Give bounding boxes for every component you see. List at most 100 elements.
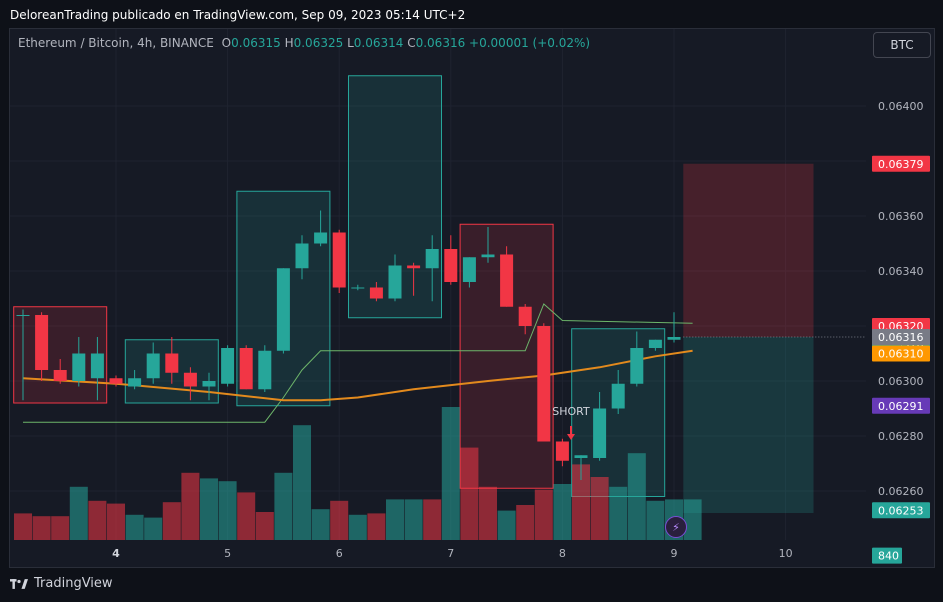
volume-bar: [255, 512, 274, 540]
volume-bar: [330, 500, 349, 540]
volume-bar: [162, 502, 181, 540]
price-tag-label: 0.06316: [878, 331, 924, 344]
candle-body: [574, 455, 588, 458]
candle-body: [500, 254, 514, 307]
volume-bar: [404, 499, 423, 540]
legend-low: 0.06314: [353, 36, 404, 50]
volume-bar: [144, 517, 163, 540]
volume-bars: [14, 407, 702, 540]
volume-bar: [125, 514, 144, 540]
volume-bar: [423, 499, 442, 540]
volume-bar: [367, 513, 386, 540]
candle-body: [16, 315, 30, 316]
candle-body: [72, 353, 86, 381]
candle-body: [481, 254, 495, 258]
candle-body: [388, 265, 402, 299]
time-axis: 4 5 6 7 8 9 10: [112, 547, 792, 560]
volume-bar: [69, 486, 88, 540]
tradingview-brand[interactable]: TradingView: [10, 576, 113, 591]
legend-low-label: L: [347, 36, 354, 50]
time-tick-label: 6: [336, 547, 343, 560]
signal-label: SHORT: [552, 405, 590, 418]
candle-body: [462, 257, 476, 282]
volume-bar: [609, 486, 628, 540]
candle-body: [593, 408, 607, 458]
volume-bar: [646, 500, 665, 540]
volume-bar: [14, 513, 32, 540]
candle-body: [276, 268, 290, 351]
volume-bar: [460, 447, 479, 540]
indicator-lines: [22, 303, 693, 423]
volume-bar: [516, 505, 535, 540]
volume-bar: [107, 503, 125, 540]
volume-bar: [293, 425, 311, 540]
tradingview-logo-icon: [10, 578, 28, 589]
volume-bar: [441, 407, 460, 540]
price-tag-bg: [872, 329, 930, 345]
volume-bar: [627, 453, 646, 540]
candle-body: [444, 249, 458, 282]
ohlc-legend: Ethereum / Bitcoin, 4h, BINANCE O0.06315…: [18, 36, 590, 50]
volume-bar: [51, 516, 70, 540]
price-tag-label: 0.06310: [878, 348, 924, 361]
candle-body: [202, 381, 216, 387]
currency-selector[interactable]: BTC: [873, 32, 931, 58]
price-tag-label: 840: [878, 550, 899, 563]
volume-bar: [218, 481, 237, 540]
candle-body: [35, 315, 49, 370]
volume-bar: [386, 499, 404, 540]
time-tick-label: 10: [779, 547, 793, 560]
candle-body: [128, 378, 142, 387]
time-tick-label: 4: [112, 547, 120, 560]
candle-body: [332, 232, 346, 288]
candle-body: [537, 326, 551, 442]
price-tag-bg: [872, 502, 930, 519]
time-tick-label: 8: [559, 547, 566, 560]
time-tick-label: 5: [224, 547, 231, 560]
candle-body: [369, 287, 383, 299]
candle-body: [648, 339, 662, 348]
price-tag-label: 0.06253: [878, 504, 924, 517]
volume-bar: [479, 486, 497, 540]
candle-body: [630, 348, 644, 384]
candle-body: [314, 232, 328, 244]
price-tick-label: 0.06300: [878, 375, 924, 388]
candle-body: [407, 265, 421, 269]
candle-body: [183, 372, 197, 387]
signal-marker: SHORT: [552, 405, 590, 440]
volume-bar: [274, 472, 293, 540]
price-tick-label: 0.06260: [878, 485, 924, 498]
brand-name: TradingView: [34, 576, 113, 591]
lightning-icon[interactable]: ⚡: [665, 516, 687, 538]
time-tick-label: 7: [447, 547, 454, 560]
candle-body: [518, 306, 532, 326]
candle-body: [555, 441, 569, 461]
volume-bar: [590, 477, 609, 540]
price-tick-label: 0.06280: [878, 430, 924, 443]
volume-bar: [683, 499, 702, 540]
candle-body: [425, 249, 439, 269]
price-tag-bg: [872, 345, 930, 362]
volume-bar: [311, 509, 330, 540]
volume-bar: [181, 472, 200, 540]
price-tick-label: 0.06340: [878, 265, 924, 278]
price-tag-bg: [872, 397, 930, 414]
price-tag-bg: [872, 547, 902, 564]
stop-zone: [683, 163, 814, 337]
candle-body: [611, 383, 625, 409]
candles: [16, 210, 681, 480]
price-tag-label: 0.06291: [878, 400, 924, 413]
trailing-stop-line: [23, 303, 693, 423]
legend-close-label: C: [407, 36, 416, 50]
price-tag-bg: [872, 155, 930, 172]
candle-body: [258, 350, 272, 390]
candle-body: [295, 243, 309, 269]
candle-body: [146, 353, 160, 379]
volume-bar: [497, 510, 516, 540]
legend-close: 0.06316: [415, 36, 466, 50]
volume-bar: [32, 516, 51, 540]
currency-label: BTC: [890, 38, 914, 52]
price-tick-label: 0.06360: [878, 210, 924, 223]
volume-bar: [237, 492, 256, 540]
